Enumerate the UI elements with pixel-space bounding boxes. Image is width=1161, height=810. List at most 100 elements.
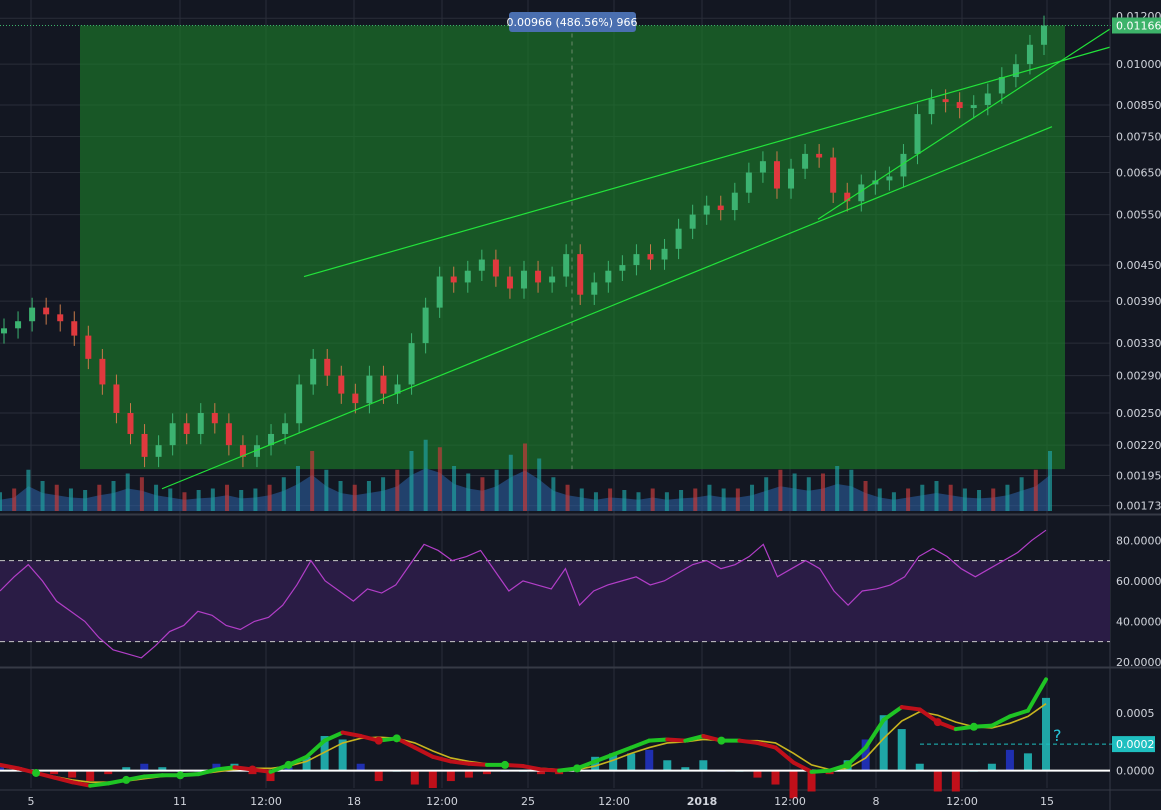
- macd-histogram-bar: [591, 756, 600, 771]
- macd-histogram-bar: [681, 767, 690, 771]
- candle-body: [900, 153, 907, 177]
- macd-histogram-bar: [771, 770, 780, 785]
- macd-segment: [88, 781, 111, 788]
- macd-segment: [899, 705, 922, 712]
- volume-bar: [225, 484, 230, 511]
- macd-cross-dot: [284, 760, 293, 769]
- macd-histogram-bar: [104, 770, 113, 775]
- rsi-tick-label: 60.0000: [1116, 575, 1161, 588]
- macd-segment: [845, 745, 868, 767]
- macd-histogram-bar: [158, 767, 167, 771]
- volume-bar: [154, 484, 159, 511]
- candle-body: [506, 276, 513, 289]
- price-tick-label: 0.00290: [1116, 370, 1161, 383]
- macd-segment: [989, 714, 1012, 728]
- candle-body: [661, 248, 668, 260]
- macd-segment: [1007, 708, 1030, 719]
- macd-segment: [629, 738, 652, 750]
- rsi-tick-label: 80.0000: [1116, 534, 1161, 547]
- candle-body: [970, 105, 977, 109]
- volume-bar: [565, 484, 570, 511]
- price-tick-label: 0.01000: [1116, 58, 1161, 71]
- candle-body: [788, 168, 795, 189]
- volume-bar: [962, 488, 967, 511]
- candle-body: [268, 433, 275, 446]
- volume-bar: [721, 488, 726, 511]
- candle-body: [169, 423, 176, 446]
- candle-body: [408, 343, 415, 385]
- macd-value-badge: 0.0002: [1112, 736, 1155, 753]
- macd-histogram-bar: [302, 756, 311, 771]
- macd-histogram-bar: [482, 770, 491, 775]
- macd-cross-dot: [500, 760, 509, 769]
- volume-bar: [26, 469, 31, 511]
- candle-body: [183, 423, 190, 434]
- volume-bar: [12, 488, 17, 511]
- macd-histogram-bar: [1005, 749, 1014, 771]
- volume-bar: [664, 492, 669, 511]
- volume-bar: [820, 473, 825, 511]
- volume-bar: [806, 477, 811, 511]
- candle-body: [521, 270, 527, 289]
- volume-bar: [508, 454, 513, 511]
- time-tick-label: 12:00: [250, 795, 282, 808]
- candle-body: [535, 270, 542, 283]
- time-tick-label: 15: [1040, 795, 1054, 808]
- macd-segment: [593, 752, 616, 764]
- volume-bar: [168, 488, 173, 511]
- price-tick-label: 0.00550: [1116, 209, 1161, 222]
- candle-body: [282, 423, 289, 434]
- macd-histogram-bar: [897, 729, 906, 771]
- candle-body: [239, 445, 246, 457]
- macd-segment: [142, 773, 165, 779]
- macd-segment: [52, 775, 75, 785]
- volume-bar: [778, 469, 783, 511]
- candle-body: [422, 307, 429, 344]
- macd-cross-dot: [392, 734, 401, 743]
- candle-body: [352, 393, 359, 404]
- candle-body: [492, 259, 499, 277]
- rsi-axis[interactable]: 80.0000 60.0000 40.0000 20.0000: [1116, 534, 1161, 669]
- trend-lines[interactable]: [161, 28, 1111, 490]
- volume-bar: [68, 488, 73, 511]
- macd-histogram-bar: [627, 753, 636, 771]
- rsi-tick-label: 40.0000: [1116, 615, 1161, 628]
- price-tick-label: 0.00750: [1116, 131, 1161, 144]
- candle-body: [1012, 64, 1019, 78]
- candle-body: [563, 254, 570, 277]
- candle-body: [703, 205, 710, 215]
- macd-histogram-bar: [609, 753, 618, 771]
- macd-segment: [340, 730, 363, 739]
- macd-segment: [466, 761, 489, 767]
- volume-bar: [679, 490, 684, 511]
- candle-body: [380, 375, 387, 394]
- macd-segment: [0, 762, 21, 771]
- volume-bar: [139, 477, 144, 511]
- macd-segment: [1025, 677, 1048, 713]
- current-price-badge: 0.01166: [1112, 17, 1161, 34]
- candle-body: [745, 172, 752, 193]
- current-price-text: 0.01166: [1116, 20, 1161, 33]
- candle-body: [759, 161, 766, 173]
- volume-bar: [366, 481, 371, 511]
- time-tick-label: 12:00: [774, 795, 806, 808]
- candle-body: [816, 153, 823, 158]
- time-axis[interactable]: 5 11 12:00 18 12:00 25 12:00 2018 12:00 8 12:00 15: [28, 795, 1055, 808]
- candle-body: [914, 114, 921, 154]
- volume-bar: [253, 488, 258, 511]
- candle-body: [113, 384, 120, 413]
- macd-segment: [521, 764, 544, 772]
- volume-bar: [622, 490, 627, 511]
- volume-bar: [707, 484, 712, 511]
- candle-body: [984, 93, 991, 106]
- candle-body: [478, 259, 485, 271]
- volume-bar: [310, 451, 315, 511]
- price-tick-label: 0.00173: [1116, 500, 1161, 513]
- macd-histogram-bar: [320, 736, 329, 771]
- volume-bar: [579, 488, 584, 511]
- candle-body: [253, 445, 260, 457]
- volume-bar: [849, 469, 854, 511]
- volume-bar: [83, 490, 88, 511]
- macd-segment: [70, 780, 93, 788]
